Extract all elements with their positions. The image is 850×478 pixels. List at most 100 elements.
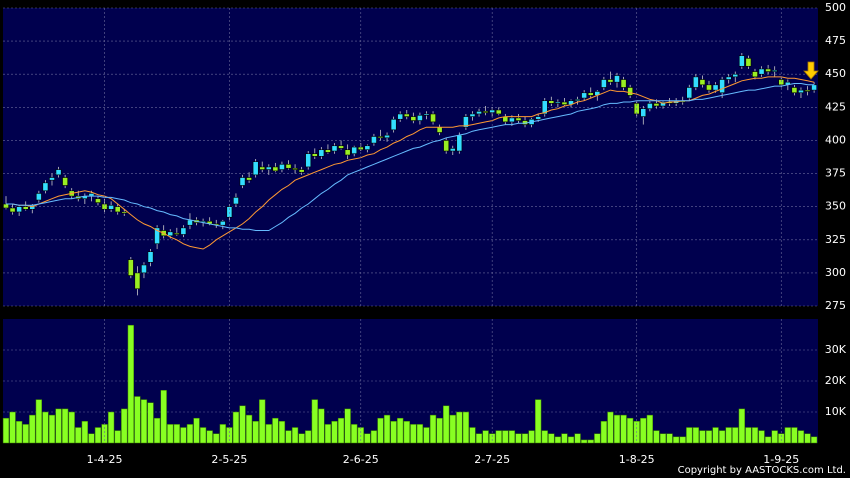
- candle-body: [325, 149, 331, 153]
- x-tick-label: 2-7-25: [474, 453, 510, 466]
- candle-body: [456, 134, 463, 152]
- volume-bar: [153, 417, 161, 444]
- candle-body: [403, 113, 410, 117]
- candle-body: [738, 55, 745, 67]
- candle-body: [49, 177, 55, 181]
- volume-bar: [718, 430, 726, 444]
- candle-body: [16, 206, 23, 213]
- candle-body: [765, 68, 772, 72]
- volume-bar: [245, 414, 253, 444]
- candle-body: [42, 182, 49, 192]
- candle-body: [600, 79, 607, 88]
- volume-bar: [55, 408, 62, 444]
- volume-bar: [764, 436, 772, 444]
- y-tick-label: 400: [825, 133, 846, 146]
- candle-body: [476, 111, 482, 115]
- candle-body: [147, 251, 154, 263]
- candle-body: [377, 136, 384, 139]
- candle-body: [384, 134, 390, 139]
- candle-body: [62, 177, 69, 186]
- candle-body: [482, 111, 489, 113]
- y-tick-label: 275: [825, 299, 846, 312]
- volume-bar: [469, 427, 476, 444]
- candle-body: [712, 84, 719, 91]
- volume-bar: [475, 433, 483, 444]
- candle-body: [686, 87, 693, 99]
- volume-bar: [646, 414, 654, 444]
- volume-bar: [574, 433, 581, 444]
- volume-bar: [528, 430, 535, 444]
- candle-body: [173, 232, 180, 235]
- y-tick-label: 425: [825, 100, 846, 113]
- candle-body: [561, 101, 568, 105]
- volume-bar: [324, 424, 332, 444]
- volume-bar: [193, 417, 200, 444]
- volume-bar: [127, 324, 134, 444]
- candle-body: [22, 206, 29, 210]
- volume-bar: [61, 408, 69, 444]
- candle-body: [141, 264, 147, 274]
- candle-body: [430, 113, 436, 123]
- candle-body: [338, 145, 344, 149]
- candle-body: [745, 58, 752, 67]
- volume-bar: [613, 414, 621, 444]
- y-tick-label: 325: [825, 233, 846, 246]
- candle-body: [607, 79, 614, 83]
- volume-bar: [535, 399, 542, 444]
- volume-bar: [167, 424, 174, 444]
- candle-body: [371, 136, 377, 144]
- copyright: Copyright by AASTOCKS.com Ltd.: [678, 465, 846, 476]
- candle-body: [469, 113, 476, 117]
- candle-body: [515, 117, 522, 121]
- volume-bar: [502, 430, 509, 444]
- volume-bar: [42, 411, 49, 444]
- volume-bar: [436, 417, 443, 444]
- volume-bar: [390, 421, 397, 444]
- volume-bar: [259, 399, 266, 444]
- x-tick-label: 1-4-25: [87, 453, 123, 466]
- volume-bar: [489, 433, 496, 444]
- volume-bar: [134, 396, 141, 444]
- candle-body: [3, 203, 9, 209]
- volume-bar: [751, 427, 759, 444]
- candle-body: [436, 126, 443, 133]
- y-tick-label: 300: [825, 266, 846, 279]
- volume-bar: [732, 427, 739, 444]
- volume-bar: [199, 427, 207, 444]
- volume-bar: [784, 427, 791, 444]
- volume-bar: [232, 411, 240, 444]
- volume-bar: [213, 433, 220, 444]
- volume-bar: [403, 421, 410, 444]
- volume-bar: [666, 433, 673, 444]
- volume-bar: [344, 408, 351, 444]
- volume-bar: [449, 414, 456, 444]
- volume-bar: [620, 414, 627, 444]
- volume-bar: [640, 417, 647, 444]
- volume-bar: [68, 411, 75, 444]
- volume-bar: [206, 430, 213, 444]
- volume-bar: [548, 433, 555, 444]
- volume-bar: [804, 433, 811, 444]
- candle-body: [752, 71, 758, 78]
- volume-bar: [456, 411, 463, 444]
- volume-bar: [771, 430, 778, 444]
- volume-bar: [416, 424, 424, 444]
- candle-body: [298, 169, 305, 173]
- volume-bar: [121, 408, 128, 444]
- candle-body: [581, 92, 588, 99]
- candle-body: [318, 149, 325, 157]
- candle-body: [462, 116, 469, 128]
- volume-bar: [653, 430, 660, 444]
- volume-bar: [147, 402, 154, 444]
- candle-body: [9, 207, 16, 213]
- volume-bar: [699, 430, 706, 444]
- y-tick-label: 475: [825, 34, 846, 47]
- volume-bar: [587, 439, 594, 444]
- volume-bar: [35, 399, 43, 444]
- candle-body: [219, 220, 226, 226]
- volume-bar: [285, 430, 292, 444]
- volume-bar: [81, 421, 88, 444]
- candle-body: [719, 79, 726, 94]
- volume-bar: [180, 427, 187, 444]
